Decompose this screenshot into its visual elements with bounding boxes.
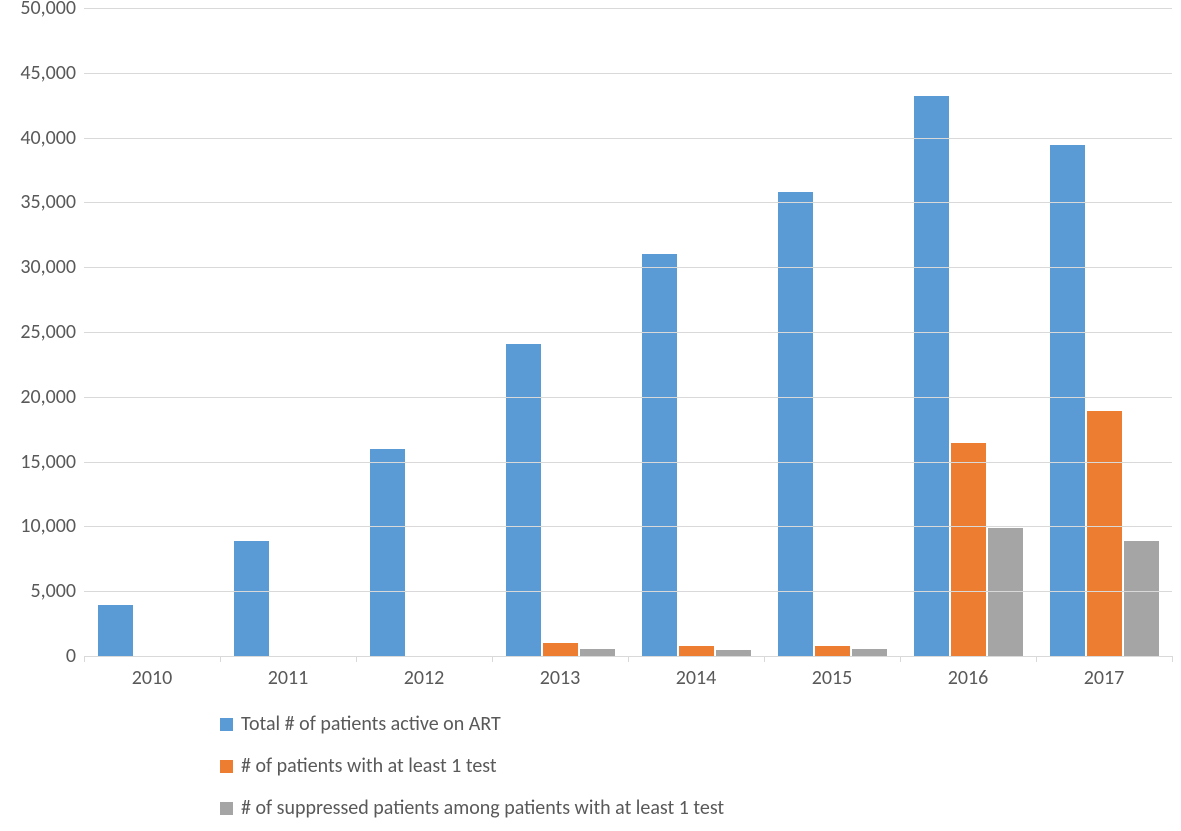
legend-swatch-icon xyxy=(220,802,233,815)
x-tick-label: 2013 xyxy=(530,666,590,690)
x-tick-mark xyxy=(900,656,901,662)
y-tick-label: 0 xyxy=(6,644,76,668)
y-tick-label: 50,000 xyxy=(6,0,76,20)
bar-suppressed xyxy=(852,649,887,656)
bar-total_art xyxy=(914,96,949,656)
legend-swatch-icon xyxy=(220,760,233,773)
y-tick-label: 5,000 xyxy=(6,579,76,603)
x-tick-mark xyxy=(1172,656,1173,662)
legend-label: # of patients with at least 1 test xyxy=(241,754,497,778)
x-tick-mark xyxy=(356,656,357,662)
y-tick-label: 10,000 xyxy=(6,514,76,538)
bar-total_art xyxy=(778,192,813,656)
x-tick-mark xyxy=(1036,656,1037,662)
x-tick-label: 2017 xyxy=(1074,666,1134,690)
bar-total_art xyxy=(506,344,541,656)
gridline xyxy=(84,591,1172,592)
legend-label: # of suppressed patients among patients … xyxy=(241,796,724,820)
x-tick-label: 2010 xyxy=(122,666,182,690)
y-tick-label: 30,000 xyxy=(6,255,76,279)
gridline xyxy=(84,332,1172,333)
legend-item: # of patients with at least 1 test xyxy=(220,754,1020,778)
bar-suppressed xyxy=(1124,541,1159,656)
y-tick-label: 40,000 xyxy=(6,126,76,150)
y-tick-label: 35,000 xyxy=(6,190,76,214)
bar-total_art xyxy=(98,605,133,656)
legend-item: # of suppressed patients among patients … xyxy=(220,796,1020,820)
x-tick-mark xyxy=(764,656,765,662)
bar-suppressed xyxy=(580,649,615,656)
legend-item: Total # of patients active on ART xyxy=(220,712,1020,736)
legend-label: Total # of patients active on ART xyxy=(241,712,501,736)
y-tick-label: 20,000 xyxy=(6,385,76,409)
x-tick-mark xyxy=(84,656,85,662)
gridline xyxy=(84,138,1172,139)
y-tick-label: 45,000 xyxy=(6,61,76,85)
bar-at_least_1_test xyxy=(1087,411,1122,656)
x-tick-label: 2014 xyxy=(666,666,726,690)
gridline xyxy=(84,526,1172,527)
x-tick-mark xyxy=(220,656,221,662)
x-tick-label: 2016 xyxy=(938,666,998,690)
bar-at_least_1_test xyxy=(679,646,714,656)
x-tick-label: 2012 xyxy=(394,666,454,690)
bar-total_art xyxy=(1050,145,1085,656)
legend-swatch-icon xyxy=(220,718,233,731)
bar-total_art xyxy=(234,541,269,656)
x-tick-label: 2011 xyxy=(258,666,318,690)
bar-at_least_1_test xyxy=(543,643,578,656)
y-tick-label: 25,000 xyxy=(6,320,76,344)
x-tick-label: 2015 xyxy=(802,666,862,690)
bar-total_art xyxy=(642,254,677,656)
x-tick-mark xyxy=(492,656,493,662)
x-tick-mark xyxy=(628,656,629,662)
y-tick-label: 15,000 xyxy=(6,450,76,474)
gridline xyxy=(84,267,1172,268)
gridline xyxy=(84,397,1172,398)
gridline xyxy=(84,8,1172,9)
gridline xyxy=(84,202,1172,203)
bar-total_art xyxy=(370,449,405,656)
legend: Total # of patients active on ART # of pa… xyxy=(220,712,1020,831)
gridline xyxy=(84,73,1172,74)
gridline xyxy=(84,462,1172,463)
bar-at_least_1_test xyxy=(951,443,986,656)
chart-container: Total # of patients active on ART # of pa… xyxy=(0,0,1181,831)
bar-at_least_1_test xyxy=(815,646,850,656)
